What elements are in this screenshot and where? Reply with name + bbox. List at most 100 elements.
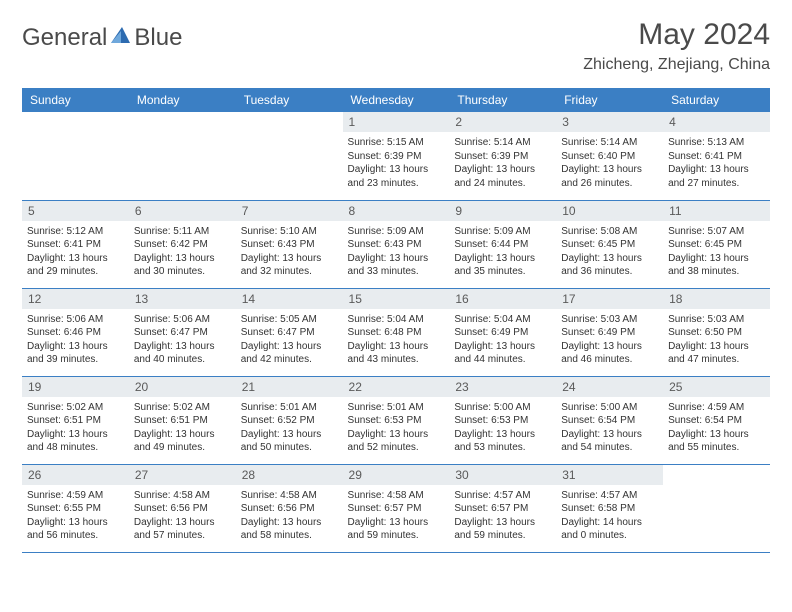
calendar-day-cell: 4Sunrise: 5:13 AMSunset: 6:41 PMDaylight… — [663, 112, 770, 200]
sunrise-text: Sunrise: 5:14 AM — [561, 136, 658, 150]
daylight-text: Daylight: 13 hours and 48 minutes. — [27, 428, 124, 455]
calendar-day-cell: 14Sunrise: 5:05 AMSunset: 6:47 PMDayligh… — [236, 288, 343, 376]
sunset-text: Sunset: 6:52 PM — [241, 414, 338, 428]
daylight-text: Daylight: 13 hours and 49 minutes. — [134, 428, 231, 455]
calendar-day-cell: 22Sunrise: 5:01 AMSunset: 6:53 PMDayligh… — [343, 376, 450, 464]
sunrise-text: Sunrise: 5:07 AM — [668, 225, 765, 239]
day-number: 3 — [556, 112, 663, 132]
day-details: Sunrise: 4:58 AMSunset: 6:56 PMDaylight:… — [236, 485, 343, 545]
day-details: Sunrise: 5:08 AMSunset: 6:45 PMDaylight:… — [556, 221, 663, 281]
calendar-day-cell: 2Sunrise: 5:14 AMSunset: 6:39 PMDaylight… — [449, 112, 556, 200]
day-number: 13 — [129, 289, 236, 309]
sunrise-text: Sunrise: 5:13 AM — [668, 136, 765, 150]
calendar-table: Sunday Monday Tuesday Wednesday Thursday… — [22, 88, 770, 553]
header: General Blue May 2024 Zhicheng, Zhejiang… — [22, 18, 770, 74]
sunset-text: Sunset: 6:47 PM — [241, 326, 338, 340]
day-number: 25 — [663, 377, 770, 397]
daylight-text: Daylight: 13 hours and 52 minutes. — [348, 428, 445, 455]
sunset-text: Sunset: 6:49 PM — [454, 326, 551, 340]
sunrise-text: Sunrise: 5:01 AM — [348, 401, 445, 415]
daylight-text: Daylight: 13 hours and 55 minutes. — [668, 428, 765, 455]
daylight-text: Daylight: 13 hours and 58 minutes. — [241, 516, 338, 543]
sunset-text: Sunset: 6:42 PM — [134, 238, 231, 252]
daylight-text: Daylight: 13 hours and 44 minutes. — [454, 340, 551, 367]
day-details: Sunrise: 5:03 AMSunset: 6:50 PMDaylight:… — [663, 309, 770, 369]
sunrise-text: Sunrise: 4:57 AM — [454, 489, 551, 503]
sunset-text: Sunset: 6:40 PM — [561, 150, 658, 164]
sunset-text: Sunset: 6:53 PM — [454, 414, 551, 428]
col-monday: Monday — [129, 88, 236, 112]
sunset-text: Sunset: 6:57 PM — [454, 502, 551, 516]
calendar-day-cell: 10Sunrise: 5:08 AMSunset: 6:45 PMDayligh… — [556, 200, 663, 288]
day-details: Sunrise: 4:58 AMSunset: 6:56 PMDaylight:… — [129, 485, 236, 545]
sunset-text: Sunset: 6:53 PM — [348, 414, 445, 428]
day-details: Sunrise: 5:11 AMSunset: 6:42 PMDaylight:… — [129, 221, 236, 281]
logo-sail-icon — [110, 24, 132, 52]
sunrise-text: Sunrise: 4:59 AM — [27, 489, 124, 503]
calendar-week-row: 1Sunrise: 5:15 AMSunset: 6:39 PMDaylight… — [22, 112, 770, 200]
sunrise-text: Sunrise: 5:06 AM — [27, 313, 124, 327]
sunrise-text: Sunrise: 4:59 AM — [668, 401, 765, 415]
day-number: 21 — [236, 377, 343, 397]
daylight-text: Daylight: 13 hours and 32 minutes. — [241, 252, 338, 279]
sunrise-text: Sunrise: 5:12 AM — [27, 225, 124, 239]
sunset-text: Sunset: 6:49 PM — [561, 326, 658, 340]
calendar-day-cell: 16Sunrise: 5:04 AMSunset: 6:49 PMDayligh… — [449, 288, 556, 376]
day-details: Sunrise: 5:12 AMSunset: 6:41 PMDaylight:… — [22, 221, 129, 281]
day-details: Sunrise: 5:15 AMSunset: 6:39 PMDaylight:… — [343, 132, 450, 192]
daylight-text: Daylight: 13 hours and 53 minutes. — [454, 428, 551, 455]
day-details: Sunrise: 4:59 AMSunset: 6:54 PMDaylight:… — [663, 397, 770, 457]
title-block: May 2024 Zhicheng, Zhejiang, China — [583, 18, 770, 74]
day-details: Sunrise: 5:14 AMSunset: 6:39 PMDaylight:… — [449, 132, 556, 192]
sunrise-text: Sunrise: 5:15 AM — [348, 136, 445, 150]
daylight-text: Daylight: 13 hours and 42 minutes. — [241, 340, 338, 367]
calendar-day-cell: 26Sunrise: 4:59 AMSunset: 6:55 PMDayligh… — [22, 464, 129, 552]
col-tuesday: Tuesday — [236, 88, 343, 112]
daylight-text: Daylight: 13 hours and 33 minutes. — [348, 252, 445, 279]
day-details: Sunrise: 5:03 AMSunset: 6:49 PMDaylight:… — [556, 309, 663, 369]
day-number: 20 — [129, 377, 236, 397]
day-details: Sunrise: 5:04 AMSunset: 6:48 PMDaylight:… — [343, 309, 450, 369]
sunset-text: Sunset: 6:47 PM — [134, 326, 231, 340]
day-details: Sunrise: 5:02 AMSunset: 6:51 PMDaylight:… — [129, 397, 236, 457]
daylight-text: Daylight: 13 hours and 57 minutes. — [134, 516, 231, 543]
sunset-text: Sunset: 6:54 PM — [668, 414, 765, 428]
day-number: 30 — [449, 465, 556, 485]
day-details: Sunrise: 4:58 AMSunset: 6:57 PMDaylight:… — [343, 485, 450, 545]
sunset-text: Sunset: 6:45 PM — [668, 238, 765, 252]
daylight-text: Daylight: 13 hours and 36 minutes. — [561, 252, 658, 279]
day-number: 12 — [22, 289, 129, 309]
daylight-text: Daylight: 13 hours and 26 minutes. — [561, 163, 658, 190]
calendar-day-cell: 25Sunrise: 4:59 AMSunset: 6:54 PMDayligh… — [663, 376, 770, 464]
calendar-day-cell: 31Sunrise: 4:57 AMSunset: 6:58 PMDayligh… — [556, 464, 663, 552]
sunset-text: Sunset: 6:39 PM — [454, 150, 551, 164]
sunrise-text: Sunrise: 4:58 AM — [134, 489, 231, 503]
day-details: Sunrise: 5:05 AMSunset: 6:47 PMDaylight:… — [236, 309, 343, 369]
sunrise-text: Sunrise: 4:58 AM — [348, 489, 445, 503]
day-number: 8 — [343, 201, 450, 221]
location-text: Zhicheng, Zhejiang, China — [583, 56, 770, 74]
day-number: 11 — [663, 201, 770, 221]
calendar-week-row: 26Sunrise: 4:59 AMSunset: 6:55 PMDayligh… — [22, 464, 770, 552]
sunrise-text: Sunrise: 4:57 AM — [561, 489, 658, 503]
sunset-text: Sunset: 6:51 PM — [134, 414, 231, 428]
sunset-text: Sunset: 6:57 PM — [348, 502, 445, 516]
day-number: 27 — [129, 465, 236, 485]
sunrise-text: Sunrise: 5:08 AM — [561, 225, 658, 239]
sunset-text: Sunset: 6:44 PM — [454, 238, 551, 252]
sunset-text: Sunset: 6:43 PM — [348, 238, 445, 252]
calendar-day-cell: 17Sunrise: 5:03 AMSunset: 6:49 PMDayligh… — [556, 288, 663, 376]
sunrise-text: Sunrise: 5:02 AM — [27, 401, 124, 415]
day-details: Sunrise: 5:04 AMSunset: 6:49 PMDaylight:… — [449, 309, 556, 369]
day-number: 24 — [556, 377, 663, 397]
sunrise-text: Sunrise: 5:09 AM — [454, 225, 551, 239]
calendar-day-cell: 6Sunrise: 5:11 AMSunset: 6:42 PMDaylight… — [129, 200, 236, 288]
calendar-day-cell: 1Sunrise: 5:15 AMSunset: 6:39 PMDaylight… — [343, 112, 450, 200]
day-details: Sunrise: 5:09 AMSunset: 6:44 PMDaylight:… — [449, 221, 556, 281]
sunrise-text: Sunrise: 4:58 AM — [241, 489, 338, 503]
sunset-text: Sunset: 6:55 PM — [27, 502, 124, 516]
col-friday: Friday — [556, 88, 663, 112]
sunset-text: Sunset: 6:51 PM — [27, 414, 124, 428]
sunrise-text: Sunrise: 5:09 AM — [348, 225, 445, 239]
day-number: 23 — [449, 377, 556, 397]
